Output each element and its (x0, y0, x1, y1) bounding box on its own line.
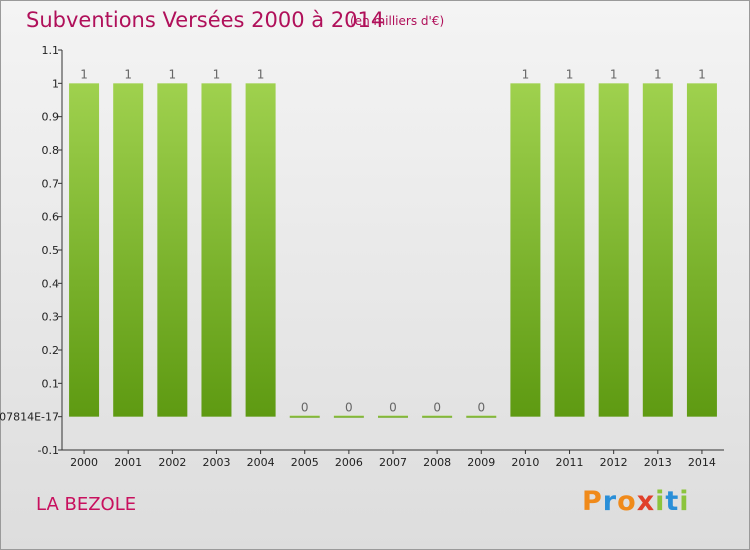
bar (466, 415, 497, 418)
data-label: 1 (698, 67, 706, 81)
chart-title: Subventions Versées 2000 à 2014 (26, 8, 385, 32)
x-tick-label: 2007 (379, 456, 407, 469)
x-tick-label: 2010 (511, 456, 539, 469)
bar (422, 415, 453, 418)
logo-letter: i (655, 486, 666, 517)
data-label: 1 (213, 67, 221, 81)
bar (201, 83, 232, 417)
bar (333, 415, 364, 418)
y-tick-label: 0.4 (42, 277, 60, 290)
data-label: 1 (124, 67, 132, 81)
data-label: 1 (522, 67, 530, 81)
bar (642, 83, 673, 417)
logo-letter: P (582, 486, 603, 517)
y-tick-label: 0.5 (42, 244, 60, 257)
bar (378, 415, 408, 418)
logo-letter: x (636, 486, 656, 517)
bar (157, 83, 188, 417)
x-tick-label: 2014 (688, 456, 716, 469)
chart-unit-subtitle: (en milliers d'€) (350, 14, 445, 28)
data-label: 0 (301, 401, 309, 415)
logo-letter: r (602, 486, 618, 517)
x-tick-label: 2013 (644, 456, 672, 469)
bar (554, 83, 585, 417)
bar (245, 83, 276, 417)
data-label: 1 (257, 67, 265, 81)
x-tick-label: 2000 (70, 456, 98, 469)
proxiti-logo: Proxiti (582, 486, 690, 517)
y-tick-label: 0.2 (42, 344, 60, 357)
x-tick-label: 2004 (247, 456, 275, 469)
x-tick-label: 2003 (202, 456, 230, 469)
y-tick-label: 1 (52, 77, 59, 90)
bar (598, 83, 629, 417)
data-label: 0 (389, 401, 397, 415)
y-tick-label: 0.9 (42, 111, 60, 124)
x-tick-label: 2008 (423, 456, 451, 469)
y-tick-label: 1.1 (42, 44, 60, 57)
bar (686, 83, 717, 417)
data-label: 0 (345, 401, 353, 415)
data-label: 1 (654, 67, 662, 81)
commune-name: LA BEZOLE (36, 494, 137, 515)
x-tick-label: 2012 (600, 456, 628, 469)
y-tick-label: 0.6 (42, 211, 60, 224)
bar (113, 83, 144, 417)
y-tick-label: 0.8 (42, 144, 60, 157)
bar (510, 83, 541, 417)
data-label: 1 (566, 67, 574, 81)
y-tick-label: -0.1 (38, 444, 59, 457)
y-tick-label: 1.3877787807814E-17 (0, 411, 59, 424)
x-tick-label: 2001 (114, 456, 142, 469)
data-label: 0 (433, 401, 441, 415)
data-label: 0 (477, 401, 485, 415)
x-tick-label: 2006 (335, 456, 363, 469)
bar (289, 415, 320, 418)
data-label: 1 (610, 67, 618, 81)
x-tick-label: 2002 (158, 456, 186, 469)
y-tick-label: 0.1 (42, 377, 60, 390)
data-label: 1 (169, 67, 177, 81)
bar (69, 83, 100, 417)
logo-letter: t (665, 486, 680, 517)
x-tick-label: 2005 (291, 456, 319, 469)
x-tick-label: 2009 (467, 456, 495, 469)
x-tick-label: 2011 (556, 456, 584, 469)
y-tick-label: 0.7 (42, 177, 60, 190)
logo-letter: i (679, 486, 690, 517)
y-tick-label: 0.3 (42, 311, 60, 324)
data-label: 1 (80, 67, 88, 81)
logo-letter: o (617, 486, 637, 517)
